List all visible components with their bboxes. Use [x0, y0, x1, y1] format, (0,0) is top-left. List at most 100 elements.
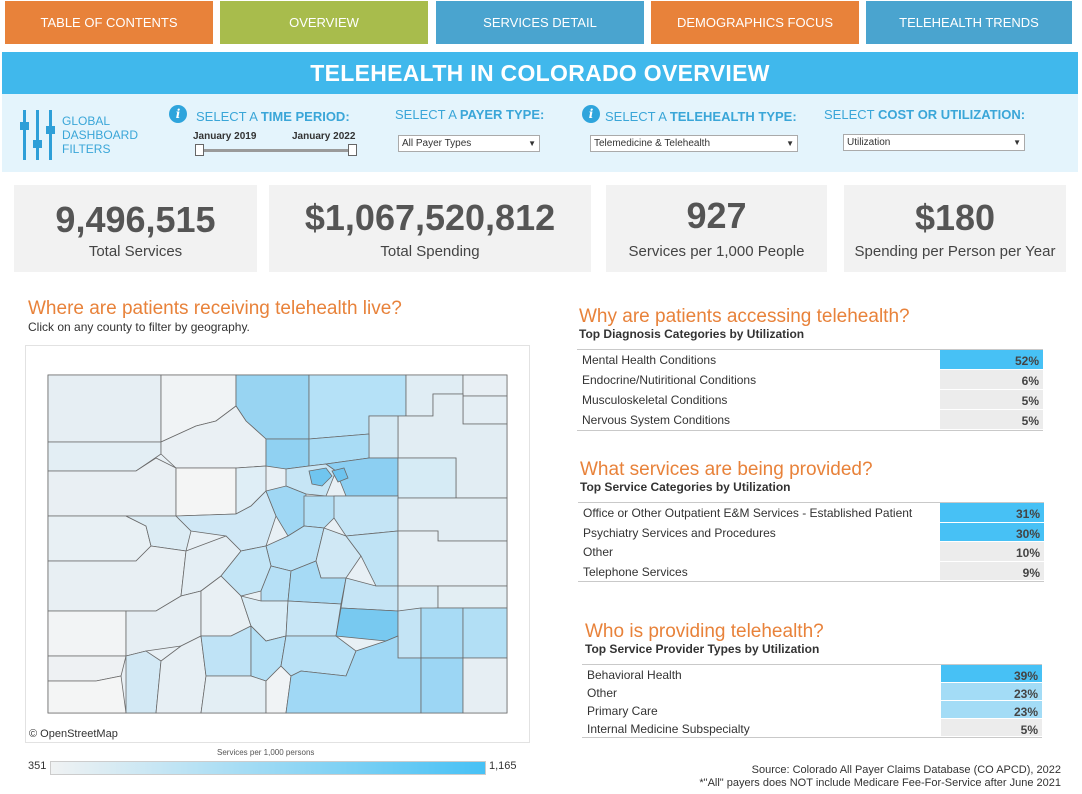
providers-table: Behavioral Health 39% Other 23% Primary Care…	[582, 664, 1042, 738]
page-title: TELEHEALTH IN COLORADO OVERVIEW	[2, 52, 1078, 94]
map-title: Where are patients receiving telehealth …	[28, 298, 402, 319]
kpi-total-spending: $1,067,520,812 Total Spending	[269, 185, 591, 272]
chevron-down-icon: ▼	[786, 139, 794, 148]
row-label: Nervous System Conditions	[582, 413, 731, 427]
slider-end-handle[interactable]	[348, 144, 357, 156]
payer-type-value: All Payer Types	[402, 138, 472, 149]
row-label: Other	[587, 686, 618, 700]
nav-telehealth-trends[interactable]: TELEHEALTH TRENDS	[866, 1, 1072, 44]
table-row[interactable]: Psychiatry Services and Procedures 30%	[578, 522, 1044, 543]
slider-start-handle[interactable]	[195, 144, 204, 156]
services-table: Office or Other Outpatient E&M Services …	[578, 502, 1044, 582]
legend-max: 1,165	[489, 760, 517, 772]
kpi-spending-per-person: $180 Spending per Person per Year	[844, 185, 1066, 272]
table-row[interactable]: Mental Health Conditions 52%	[577, 350, 1043, 370]
colorado-county-map[interactable]	[26, 346, 531, 744]
source-footnote: *"All" payers does NOT include Medicare …	[699, 777, 1061, 789]
nav-services-detail[interactable]: SERVICES DETAIL	[436, 1, 644, 44]
kpi-label: Total Spending	[380, 243, 480, 260]
time-period-slider[interactable]	[195, 144, 357, 156]
row-label: Musculoskeletal Conditions	[582, 393, 728, 407]
payer-type-label: SELECT A PAYER TYPE:	[395, 107, 545, 122]
kpi-services-per-1000: 927 Services per 1,000 People	[606, 185, 827, 272]
table-row[interactable]: Internal Medicine Subspecialty 5%	[582, 719, 1042, 737]
nav-demographics-focus[interactable]: DEMOGRAPHICS FOCUS	[651, 1, 859, 44]
table-row[interactable]: Other 23%	[582, 683, 1042, 701]
chevron-down-icon: ▼	[528, 139, 536, 148]
table-row[interactable]: Primary Care 23%	[582, 701, 1042, 719]
slider-track	[197, 149, 355, 152]
row-value: 52%	[940, 350, 1043, 369]
time-period-label: SELECT A TIME PERIOD:	[196, 109, 350, 124]
table-row[interactable]: Musculoskeletal Conditions 5%	[577, 390, 1043, 410]
row-label: Primary Care	[587, 704, 658, 718]
legend-min: 351	[28, 760, 47, 772]
info-icon[interactable]: i	[169, 105, 187, 123]
row-value: 30%	[940, 522, 1044, 541]
nav-table-of-contents[interactable]: TABLE OF CONTENTS	[5, 1, 213, 44]
row-value: 5%	[940, 390, 1043, 409]
time-period-start: January 2019	[193, 131, 257, 142]
kpi-label: Services per 1,000 People	[628, 243, 805, 260]
sliders-icon	[20, 110, 55, 160]
global-filters-label: GLOBAL DASHBOARD FILTERS	[62, 114, 139, 156]
source-note: Source: Colorado All Payer Claims Databa…	[699, 764, 1061, 790]
providers-subtitle: Top Service Provider Types by Utilizatio…	[585, 642, 820, 656]
kpi-value: $1,067,520,812	[304, 197, 556, 238]
telehealth-type-label: SELECT A TELEHEALTH TYPE:	[605, 109, 797, 124]
diagnosis-subtitle: Top Diagnosis Categories by Utilization	[579, 327, 805, 341]
kpi-label: Spending per Person per Year	[854, 243, 1056, 260]
row-label: Office or Other Outpatient E&M Services …	[583, 506, 913, 520]
kpi-label: Total Services	[88, 243, 183, 260]
telehealth-type-select[interactable]: Telemedicine & Telehealth ▼	[590, 135, 798, 152]
row-label: Endocrine/Nutiritional Conditions	[582, 373, 757, 387]
row-value: 5%	[941, 719, 1042, 737]
table-row[interactable]: Nervous System Conditions 5%	[577, 410, 1043, 430]
row-value: 39%	[941, 665, 1042, 683]
payer-type-select[interactable]: All Payer Types ▼	[398, 135, 540, 152]
row-value: 10%	[940, 542, 1044, 561]
services-title: What services are being provided?	[580, 459, 873, 480]
cost-util-label: SELECT COST OR UTILIZATION:	[824, 107, 1026, 122]
legend-color-bar	[50, 761, 486, 775]
legend-title: Services per 1,000 persons	[217, 748, 315, 757]
services-subtitle: Top Service Categories by Utilization	[580, 480, 791, 494]
map-subtitle: Click on any county to filter by geograp…	[28, 320, 250, 334]
kpi-value: 927	[686, 195, 747, 236]
table-row[interactable]: Office or Other Outpatient E&M Services …	[578, 503, 1044, 523]
time-period-end: January 2022	[292, 131, 356, 142]
row-value: 23%	[941, 701, 1042, 719]
info-icon[interactable]: i	[582, 105, 600, 123]
map-attribution[interactable]: © OpenStreetMap	[29, 728, 118, 740]
row-value: 6%	[940, 370, 1043, 389]
diagnosis-table: Mental Health Conditions 52% Endocrine/Nut…	[577, 349, 1043, 431]
row-label: Behavioral Health	[587, 668, 682, 682]
row-label: Internal Medicine Subspecialty	[587, 722, 750, 736]
kpi-total-services: 9,496,515 Total Services	[14, 185, 257, 272]
row-value: 5%	[940, 410, 1043, 429]
diagnosis-title: Why are patients accessing telehealth?	[579, 306, 910, 327]
kpi-value: 9,496,515	[55, 199, 216, 240]
row-label: Other	[583, 545, 614, 559]
table-row[interactable]: Telephone Services 9%	[578, 561, 1044, 582]
telehealth-type-value: Telemedicine & Telehealth	[594, 138, 711, 149]
row-label: Telephone Services	[583, 564, 688, 579]
row-label: Mental Health Conditions	[582, 353, 717, 367]
row-value: 31%	[940, 503, 1044, 522]
top-navigation: TABLE OF CONTENTS OVERVIEW SERVICES DETA…	[0, 0, 1082, 44]
row-value: 23%	[941, 683, 1042, 701]
cost-util-select[interactable]: Utilization ▼	[843, 134, 1025, 151]
kpi-value: $180	[914, 197, 996, 238]
table-row[interactable]: Behavioral Health 39%	[582, 665, 1042, 683]
nav-overview[interactable]: OVERVIEW	[220, 1, 428, 44]
row-value: 9%	[940, 561, 1044, 580]
cost-util-value: Utilization	[847, 137, 891, 148]
chevron-down-icon: ▼	[1013, 138, 1021, 147]
table-row[interactable]: Other 10%	[578, 542, 1044, 562]
row-label: Psychiatry Services and Procedures	[583, 525, 776, 540]
providers-title: Who is providing telehealth?	[585, 621, 824, 642]
filter-bar: GLOBAL DASHBOARD FILTERS i SELECT A TIME…	[2, 94, 1078, 172]
table-row[interactable]: Endocrine/Nutiritional Conditions 6%	[577, 370, 1043, 390]
source-line: Source: Colorado All Payer Claims Databa…	[751, 764, 1061, 776]
county-map[interactable]: © OpenStreetMap	[25, 345, 530, 743]
